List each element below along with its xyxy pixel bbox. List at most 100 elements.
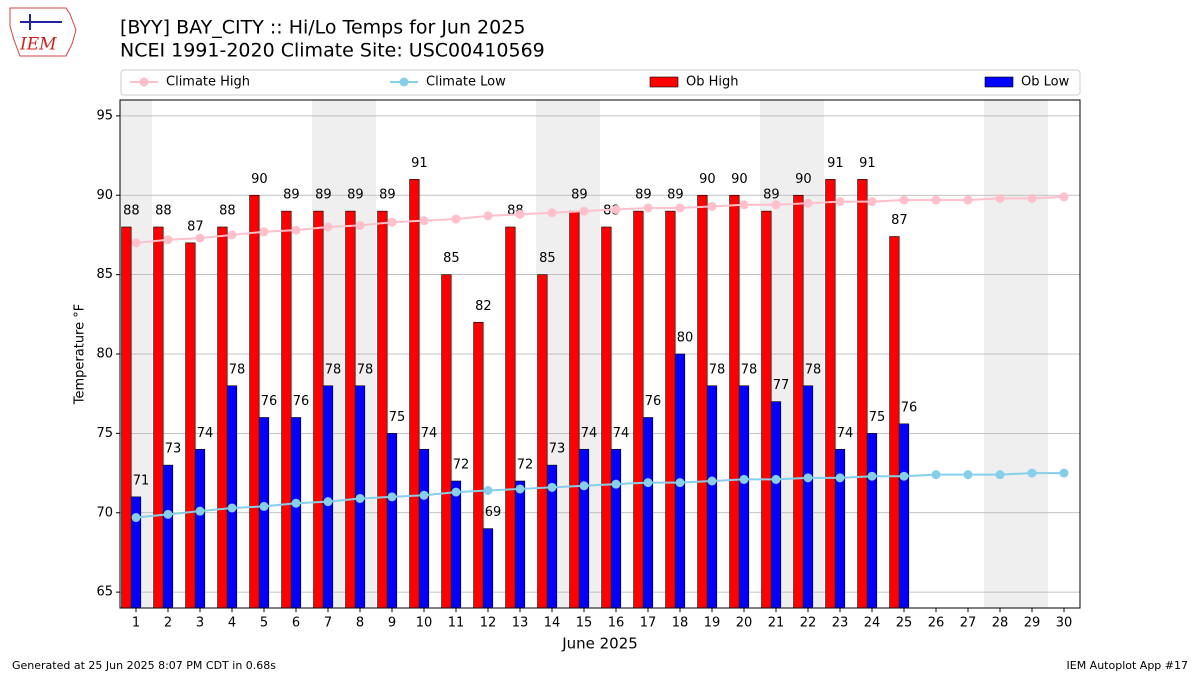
data-label: 91 xyxy=(859,156,876,171)
data-label: 89 xyxy=(283,188,300,203)
point xyxy=(195,506,205,516)
data-label: 76 xyxy=(293,394,310,409)
point xyxy=(803,473,813,483)
point xyxy=(643,478,653,488)
x-tick-label: 4 xyxy=(228,616,236,631)
data-label: 85 xyxy=(539,251,556,266)
x-tick-label: 13 xyxy=(512,616,529,631)
bar xyxy=(258,417,270,609)
x-axis-label: June 2025 xyxy=(561,635,638,653)
data-label: 87 xyxy=(187,219,204,234)
x-tick-label: 11 xyxy=(448,616,465,631)
x-tick-label: 16 xyxy=(608,616,625,631)
bar xyxy=(409,179,420,609)
bar xyxy=(322,385,334,609)
point xyxy=(643,203,653,213)
point xyxy=(867,197,877,207)
point xyxy=(547,482,557,492)
point xyxy=(963,470,973,480)
bar xyxy=(866,433,878,609)
bar xyxy=(825,179,836,609)
data-label: 77 xyxy=(773,378,790,393)
y-tick-label: 85 xyxy=(96,267,113,282)
bar xyxy=(601,226,612,609)
point xyxy=(355,493,365,503)
bar xyxy=(514,480,526,609)
data-label: 89 xyxy=(347,188,364,203)
point xyxy=(1059,468,1069,478)
bar xyxy=(729,194,740,609)
bar xyxy=(185,242,196,609)
point xyxy=(515,209,525,219)
point xyxy=(899,471,909,481)
data-label: 75 xyxy=(869,410,886,425)
point xyxy=(931,470,941,480)
bar xyxy=(450,480,462,609)
logo: IEM xyxy=(9,7,77,57)
bar xyxy=(578,448,590,609)
x-tick-label: 29 xyxy=(1024,616,1041,631)
point xyxy=(675,478,685,488)
data-label: 74 xyxy=(581,426,598,441)
y-axis-label: Temperature °F xyxy=(73,304,88,405)
x-tick-label: 23 xyxy=(832,616,849,631)
bar xyxy=(537,274,548,609)
x-tick-label: 1 xyxy=(132,616,140,631)
data-label: 89 xyxy=(635,188,652,203)
x-tick-label: 19 xyxy=(704,616,721,631)
point xyxy=(739,474,749,484)
y-tick-label: 95 xyxy=(96,108,113,123)
bar xyxy=(793,194,804,609)
data-label: 82 xyxy=(475,299,492,314)
x-tick-label: 14 xyxy=(544,616,561,631)
bar xyxy=(706,385,718,609)
point xyxy=(579,481,589,491)
bar xyxy=(377,210,388,609)
x-tick-label: 10 xyxy=(416,616,433,631)
point xyxy=(387,217,397,227)
data-label: 91 xyxy=(827,156,844,171)
point xyxy=(867,471,877,481)
point xyxy=(291,498,301,508)
data-label: 73 xyxy=(165,442,182,457)
bar xyxy=(249,194,260,609)
legend-swatch xyxy=(984,76,1014,88)
point xyxy=(707,476,717,486)
bar xyxy=(697,194,708,609)
point xyxy=(547,208,557,218)
y-tick-label: 90 xyxy=(96,188,113,203)
point xyxy=(995,193,1005,203)
legend-swatch xyxy=(649,76,679,88)
point xyxy=(995,470,1005,480)
point xyxy=(163,509,173,519)
data-label: 78 xyxy=(709,362,726,377)
point xyxy=(355,220,365,230)
legend: Climate High Climate Low Ob High Ob Low xyxy=(120,69,1081,96)
data-label: 78 xyxy=(741,362,758,377)
bar xyxy=(761,210,772,609)
data-label: 89 xyxy=(379,188,396,203)
point xyxy=(419,216,429,226)
data-label: 90 xyxy=(795,172,812,187)
line xyxy=(135,195,1065,244)
data-label: 91 xyxy=(411,156,428,171)
x-tick-label: 25 xyxy=(896,616,913,631)
point xyxy=(675,203,685,213)
bar xyxy=(802,385,814,609)
x-tick-label: 5 xyxy=(260,616,268,631)
data-label: 87 xyxy=(891,213,908,228)
y-tick-label: 75 xyxy=(96,426,113,441)
bar xyxy=(281,210,292,609)
bar xyxy=(889,236,900,609)
data-label: 90 xyxy=(731,172,748,187)
bar xyxy=(633,210,644,609)
point xyxy=(899,195,909,205)
x-tick-label: 12 xyxy=(480,616,497,631)
data-label: 74 xyxy=(613,426,630,441)
data-label: 74 xyxy=(197,426,214,441)
point xyxy=(771,474,781,484)
point xyxy=(131,513,141,523)
data-label: 89 xyxy=(763,188,780,203)
data-label: 80 xyxy=(677,331,694,346)
legend-label: Climate Low xyxy=(426,75,506,90)
